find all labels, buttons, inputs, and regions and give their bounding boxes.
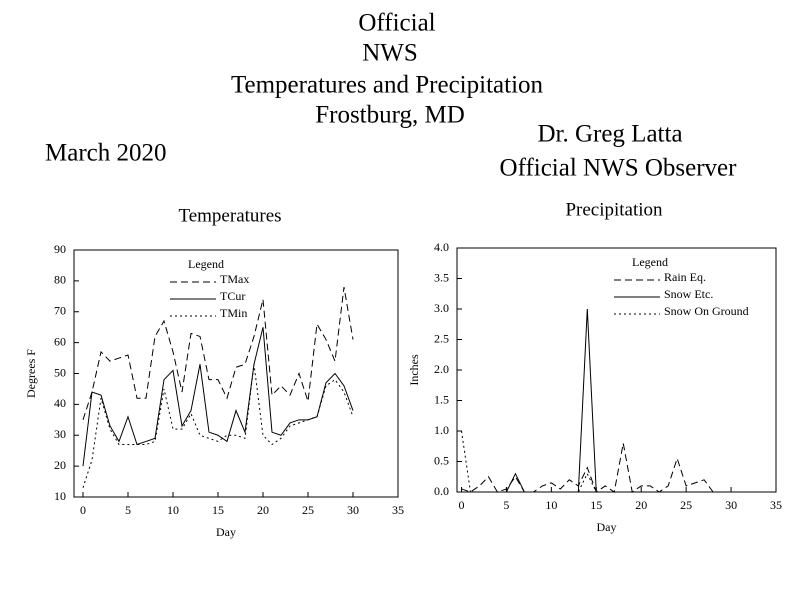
x-tick-label: 25 — [680, 498, 692, 512]
legend-title: Legend — [632, 255, 668, 269]
y-tick-label: 0.0 — [434, 484, 449, 498]
x-tick-label: 30 — [725, 498, 737, 512]
x-tick-label: 10 — [167, 503, 179, 517]
x-tick-label: 35 — [770, 498, 782, 512]
legend-title: Legend — [188, 257, 224, 271]
plot-frame — [456, 247, 777, 493]
y-tick-label: 0.5 — [434, 453, 449, 467]
x-tick-label: 5 — [125, 503, 131, 517]
period: March 2020 — [45, 140, 167, 167]
y-tick-label: 60 — [54, 334, 66, 348]
y-tick-label: 2.5 — [434, 331, 449, 345]
x-tick-label: 10 — [545, 498, 557, 512]
y-tick-label: 2.0 — [434, 362, 449, 376]
y-tick-label: 10 — [54, 489, 66, 503]
x-tick-label: 15 — [212, 503, 224, 517]
y-axis-label: Inches — [407, 354, 421, 386]
x-axis-label: Day — [216, 525, 236, 539]
y-axis-label: Degrees F — [24, 349, 38, 398]
y-tick-label: 1.5 — [434, 392, 449, 406]
legend-label: TMax — [220, 272, 249, 286]
y-tick-label: 80 — [54, 273, 66, 287]
y-tick-label: 3.5 — [434, 270, 449, 284]
title-line: Temperatures and Precipitation — [231, 72, 544, 99]
y-tick-label: 30 — [54, 427, 66, 441]
x-tick-label: 25 — [302, 503, 314, 517]
chart-title: Precipitation — [565, 199, 663, 220]
y-tick-label: 70 — [54, 304, 66, 318]
legend-label: TMin — [220, 306, 247, 320]
x-axis-label: Day — [597, 520, 617, 534]
y-tick-label: 1.0 — [434, 423, 449, 437]
title-line: Frostburg, MD — [315, 102, 465, 129]
x-tick-label: 35 — [392, 503, 404, 517]
series-line — [460, 430, 732, 493]
legend-label: TCur — [220, 289, 245, 303]
y-tick-label: 90 — [54, 242, 66, 256]
x-tick-label: 0 — [458, 498, 464, 512]
title-line: Official — [358, 10, 435, 37]
legend-label: Rain Eq. — [664, 270, 706, 284]
x-tick-label: 30 — [347, 503, 359, 517]
chart-title: Temperatures — [178, 205, 281, 226]
series-line — [82, 364, 354, 488]
y-tick-label: 50 — [54, 365, 66, 379]
x-tick-label: 0 — [80, 503, 86, 517]
y-tick-label: 3.0 — [434, 301, 449, 315]
x-tick-label: 20 — [635, 498, 647, 512]
legend-label: Snow Etc. — [664, 287, 713, 301]
series-line — [461, 308, 732, 493]
observer: Official NWS Observer — [500, 155, 738, 182]
series-line — [82, 286, 354, 420]
y-tick-label: 40 — [54, 396, 66, 410]
legend-label: Snow On Ground — [664, 304, 749, 318]
observer: Dr. Greg Latta — [537, 121, 682, 148]
y-tick-label: 20 — [54, 458, 66, 472]
x-tick-label: 15 — [590, 498, 602, 512]
series-line — [82, 327, 354, 467]
x-tick-label: 5 — [503, 498, 509, 512]
title-line: NWS — [362, 40, 418, 67]
y-tick-label: 4.0 — [434, 240, 449, 254]
x-tick-label: 20 — [257, 503, 269, 517]
plot-frame — [73, 249, 399, 498]
